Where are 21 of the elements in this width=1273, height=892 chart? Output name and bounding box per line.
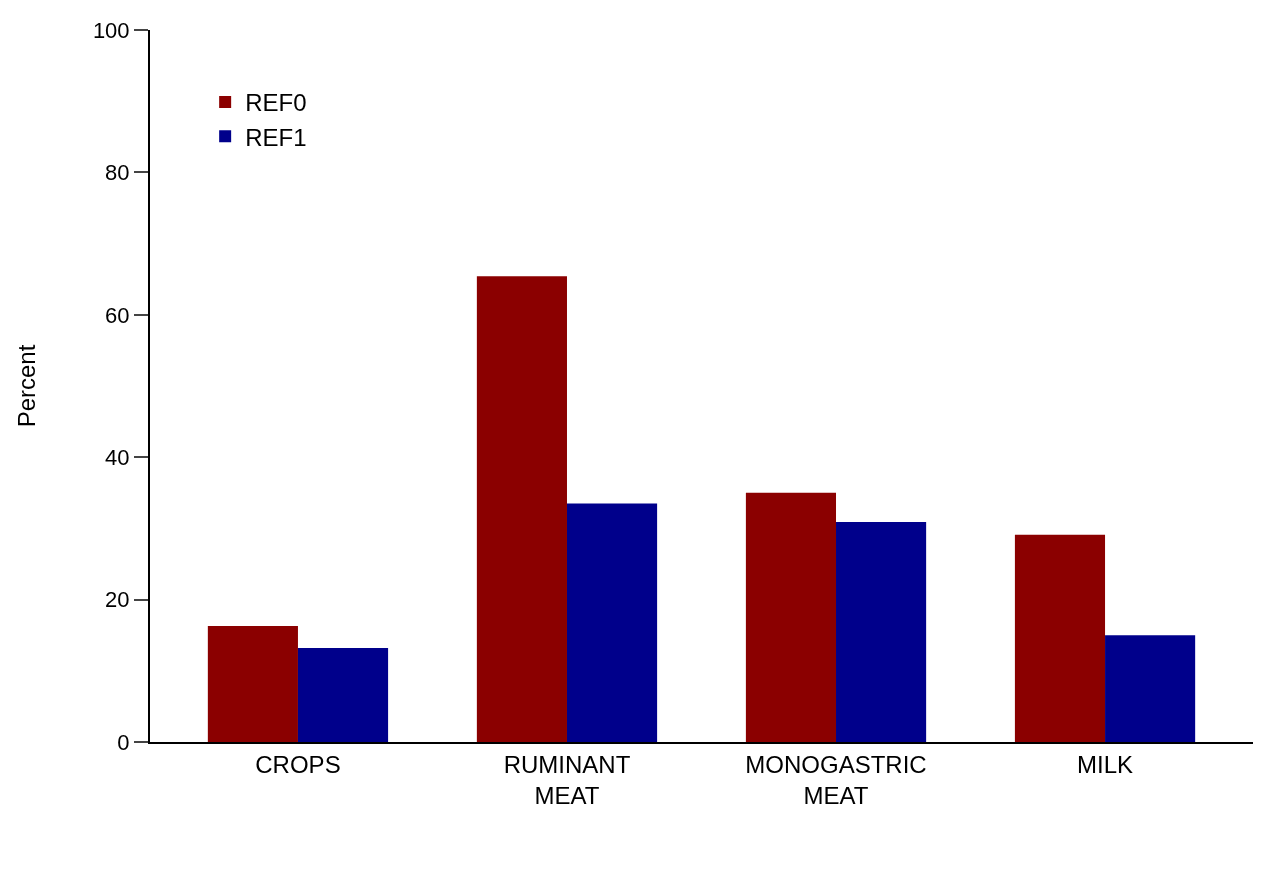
y-tick-label: 60 <box>105 302 130 328</box>
y-tick-label: 20 <box>105 587 130 613</box>
y-tick-label: 0 <box>117 729 130 755</box>
y-axis-title: Percent <box>13 344 41 428</box>
bar <box>207 625 298 742</box>
bar <box>566 503 658 742</box>
x-tick-label: MONOGASTRIC MEAT <box>745 750 927 809</box>
x-tick-label: MILK <box>1077 750 1134 778</box>
x-tick-label: CROPS <box>255 750 341 778</box>
bar <box>1105 635 1196 742</box>
bar <box>297 648 389 742</box>
y-tick-label: 100 <box>92 17 130 43</box>
bar <box>745 492 837 742</box>
legend-label: REF1 <box>245 123 307 151</box>
bar <box>476 276 567 742</box>
bar <box>1014 534 1106 742</box>
bar <box>836 521 927 742</box>
y-tick-label: 80 <box>105 160 130 186</box>
x-tick-label: RUMINANT MEAT <box>503 750 631 809</box>
legend-label: REF0 <box>245 89 307 117</box>
y-tick-label: 40 <box>105 444 130 470</box>
